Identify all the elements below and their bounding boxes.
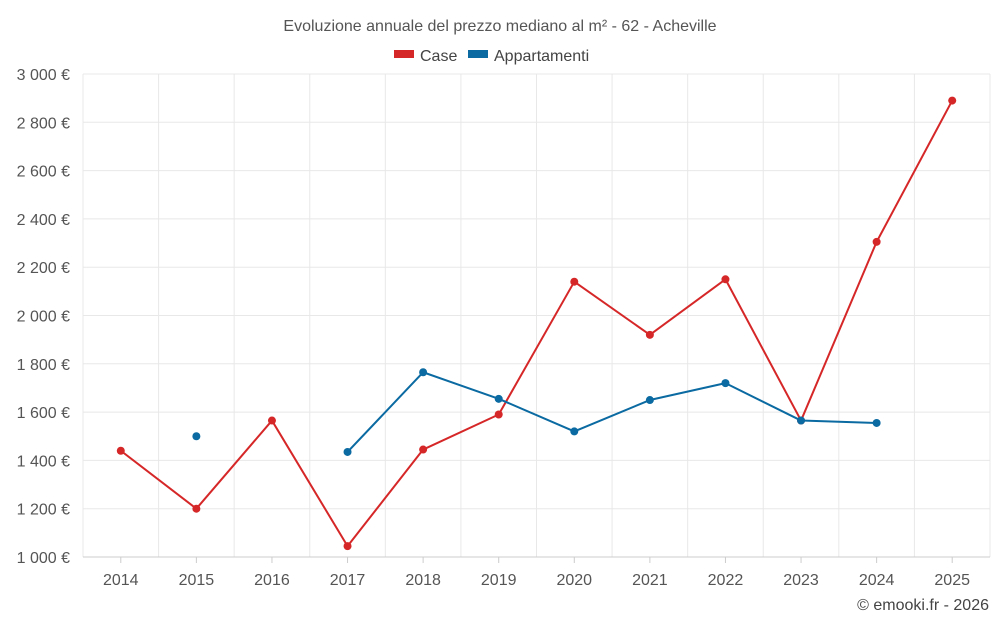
data-point-case-2022[interactable]: [721, 275, 730, 284]
series-appartamenti: [192, 368, 881, 456]
x-tick-label: 2016: [254, 572, 290, 589]
data-point-case-2024[interactable]: [872, 237, 881, 246]
series-line-case: [120, 100, 954, 548]
y-tick-label: 2 000 €: [17, 309, 70, 326]
data-point-case-2016[interactable]: [267, 416, 276, 425]
y-tick-label: 1 000 €: [17, 550, 70, 567]
data-point-appartamenti-2020[interactable]: [570, 427, 579, 436]
data-point-case-2019[interactable]: [494, 410, 503, 419]
data-point-case-2025[interactable]: [948, 96, 957, 105]
legend-swatch-appartamenti: [468, 50, 488, 58]
series-case: [116, 96, 957, 551]
x-tick-label: 2023: [783, 572, 819, 589]
chart-title: Evoluzione annuale del prezzo mediano al…: [283, 18, 716, 35]
legend-label-appartamenti: Appartamenti: [494, 48, 589, 65]
data-point-appartamenti-2018[interactable]: [419, 368, 428, 377]
data-point-appartamenti-2024[interactable]: [872, 418, 881, 427]
y-tick-label: 2 400 €: [17, 212, 70, 229]
x-tick-label: 2022: [708, 572, 744, 589]
y-tick-label: 3 000 €: [17, 67, 70, 84]
data-point-case-2015[interactable]: [192, 504, 201, 513]
x-tick-label: 2021: [632, 572, 668, 589]
data-point-case-2017[interactable]: [343, 542, 352, 551]
data-point-case-2021[interactable]: [645, 330, 654, 339]
y-tick-label: 1 800 €: [17, 357, 70, 374]
x-tick-label: 2018: [405, 572, 441, 589]
data-point-case-2020[interactable]: [570, 277, 579, 286]
axes: 1 000 € 1 200 € 1 400 € 1 600 € 1 800 € 2 000…: [17, 67, 990, 589]
legend-item-appartamenti[interactable]: Appartamenti: [468, 48, 589, 65]
x-tick-label: 2025: [934, 572, 970, 589]
x-tick-label: 2019: [481, 572, 517, 589]
data-point-appartamenti-2019[interactable]: [494, 394, 503, 403]
chart-credit: © emooki.fr - 2026: [857, 597, 989, 614]
data-point-case-2018[interactable]: [419, 445, 428, 454]
data-point-appartamenti-2022[interactable]: [721, 379, 730, 388]
legend-item-case[interactable]: Case: [394, 48, 457, 65]
legend-swatch-case: [394, 50, 414, 58]
legend[interactable]: Case Appartamenti: [394, 48, 589, 65]
y-tick-label: 1 600 €: [17, 405, 70, 422]
y-tick-label: 1 200 €: [17, 502, 70, 519]
x-tick-label: 2014: [103, 572, 139, 589]
y-tick-label: 2 800 €: [17, 115, 70, 132]
data-point-appartamenti-2023[interactable]: [797, 416, 806, 425]
legend-label-case: Case: [420, 48, 457, 65]
x-tick-label: 2020: [556, 572, 592, 589]
grid: [82, 73, 991, 558]
data-point-appartamenti-2021[interactable]: [645, 396, 654, 405]
data-point-appartamenti-2017[interactable]: [343, 447, 352, 456]
x-tick-label: 2015: [179, 572, 215, 589]
y-tick-label: 2 200 €: [17, 260, 70, 277]
series: [116, 96, 957, 551]
data-point-appartamenti-2015[interactable]: [192, 432, 201, 441]
x-tick-label: 2017: [330, 572, 366, 589]
series-line-appartamenti: [346, 371, 877, 453]
y-tick-label: 2 600 €: [17, 164, 70, 181]
data-point-case-2014[interactable]: [116, 446, 125, 455]
y-tick-label: 1 400 €: [17, 453, 70, 470]
x-tick-label: 2024: [859, 572, 895, 589]
